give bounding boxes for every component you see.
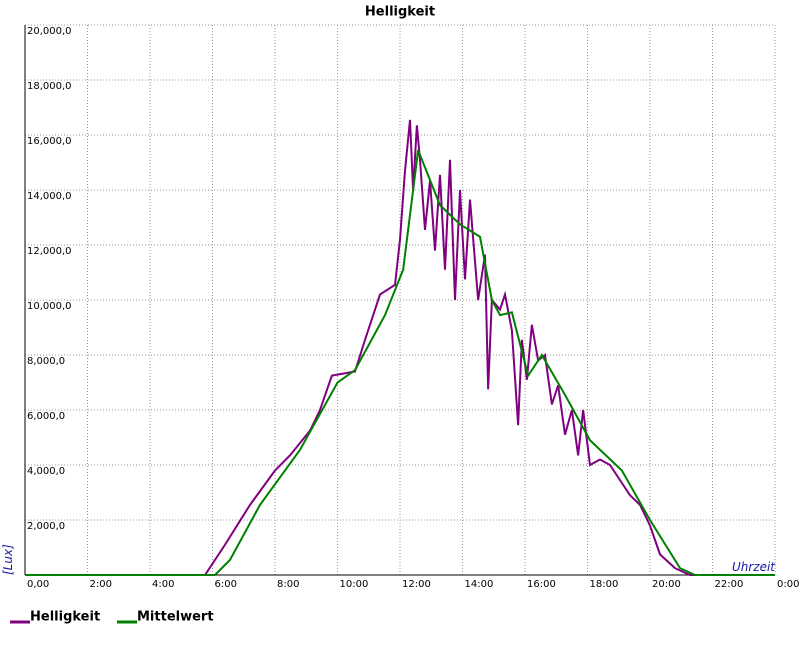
y-axis-label: [Lux] bbox=[1, 544, 15, 575]
x-tick-label: 14:00 bbox=[465, 579, 494, 590]
y-tick-label: 2,000,0 bbox=[27, 521, 65, 532]
legend-label: Helligkeit bbox=[30, 610, 100, 625]
y-tick-label: 16,000,0 bbox=[27, 136, 72, 147]
y-tick-label: 18,000,0 bbox=[27, 81, 72, 92]
x-tick-label: 20:00 bbox=[652, 579, 681, 590]
data-line bbox=[25, 149, 775, 576]
x-tick-label: 10:00 bbox=[340, 579, 369, 590]
y-tick-label: 14,000,0 bbox=[27, 191, 72, 202]
x-tick-label: 0:00 bbox=[777, 579, 799, 590]
y-tick-label: 4,000,0 bbox=[27, 466, 65, 477]
x-axis-label: Uhrzeit bbox=[732, 560, 776, 574]
x-tick-label: 2:00 bbox=[90, 579, 112, 590]
y-tick-label: 20,000,0 bbox=[27, 26, 72, 37]
x-tick-label: 12:00 bbox=[402, 579, 431, 590]
x-tick-label: 6:00 bbox=[215, 579, 237, 590]
x-tick-label: 16:00 bbox=[527, 579, 556, 590]
y-tick-label: 6,000,0 bbox=[27, 411, 65, 422]
x-tick-label: 22:00 bbox=[715, 579, 744, 590]
x-tick-label: 0,00 bbox=[27, 579, 49, 590]
x-tick-label: 4:00 bbox=[152, 579, 174, 590]
legend-label: Mittelwert bbox=[137, 610, 214, 625]
x-tick-label: 18:00 bbox=[590, 579, 619, 590]
x-tick-label: 8:00 bbox=[277, 579, 299, 590]
chart-title: Helligkeit bbox=[365, 5, 435, 20]
y-tick-label: 8,000,0 bbox=[27, 356, 65, 367]
data-line bbox=[25, 119, 775, 576]
y-tick-label: 12,000,0 bbox=[27, 246, 72, 257]
y-tick-label: 10,000,0 bbox=[27, 301, 72, 312]
